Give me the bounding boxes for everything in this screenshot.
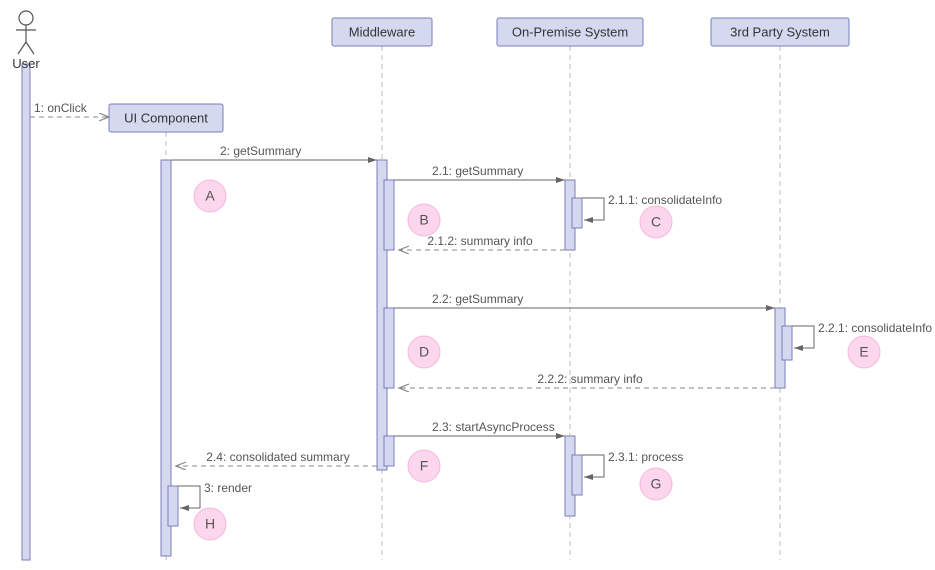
participant-label: 3rd Party System: [730, 24, 830, 39]
activation-bar: [384, 180, 394, 250]
message-label: 2: getSummary: [220, 144, 301, 158]
message-self: [582, 198, 604, 220]
message-label: 2.2.1: consolidateInfo: [818, 321, 932, 335]
message-label: 3: render: [204, 481, 252, 495]
message-label: 2.2.2: summary info: [537, 372, 643, 386]
message-label: 2.3: startAsyncProcess: [432, 420, 555, 434]
annotation-badge-label: C: [651, 214, 661, 230]
activation-bar: [22, 64, 30, 560]
sequence-diagram: UI Component Middleware On-Premise System 3…: [0, 0, 935, 570]
actor-label: User: [12, 56, 40, 71]
annotation-badge-label: G: [651, 476, 662, 492]
message-self: [582, 455, 604, 477]
actor-user: User: [12, 11, 40, 71]
message-self: [178, 486, 200, 508]
participant-label: Middleware: [349, 24, 415, 39]
activation-bar: [572, 198, 582, 228]
participant-label: UI Component: [124, 110, 208, 125]
message-label: 2.4: consolidated summary: [206, 450, 349, 464]
message-label: 1: onClick: [34, 101, 88, 115]
activation-bar: [572, 455, 582, 495]
annotation-badge-label: H: [205, 516, 215, 532]
message-label: 2.1.1: consolidateInfo: [608, 193, 722, 207]
annotation-badge-label: A: [205, 188, 215, 204]
activation-bar: [168, 486, 178, 526]
message-label: 2.1.2: summary info: [427, 234, 533, 248]
annotation-badge-label: E: [859, 344, 868, 360]
annotation-badge-label: B: [419, 212, 428, 228]
participant-label: On-Premise System: [512, 24, 628, 39]
annotation-badge-label: D: [419, 344, 429, 360]
annotation-badge-label: F: [420, 458, 429, 474]
message-label: 2.3.1: process: [608, 450, 683, 464]
message-self: [792, 326, 814, 348]
activation-bar: [782, 326, 792, 360]
activation-bar: [384, 308, 394, 388]
message-label: 2.1: getSummary: [432, 164, 523, 178]
activation-bar: [384, 436, 394, 466]
message-label: 2.2: getSummary: [432, 292, 523, 306]
